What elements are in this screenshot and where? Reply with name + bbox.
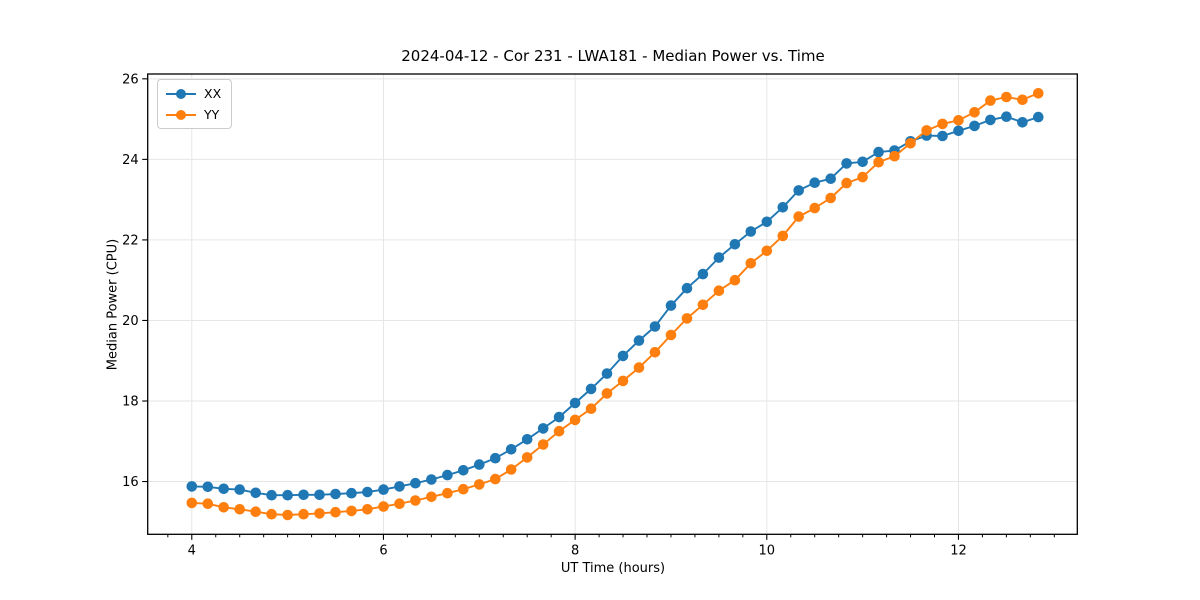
series-xx-sample-icon [166, 88, 196, 99]
svg-text:20: 20 [122, 314, 139, 329]
legend: XX YY [157, 79, 233, 129]
x-axis-label: UT Time (hours) [560, 561, 666, 576]
x-axis-minor-ticks [167, 534, 1055, 538]
plot-spines [147, 73, 1078, 535]
gridlines [147, 74, 1078, 535]
x-axis-ticks: 4 6 8 10 12 [188, 534, 967, 558]
y-axis-ticks: 16 18 20 22 24 26 [122, 72, 148, 490]
series-xx [186, 111, 1044, 501]
svg-text:26: 26 [122, 72, 139, 87]
svg-text:8: 8 [571, 543, 579, 558]
legend-item-yy: YY [166, 106, 221, 123]
legend-item-xx: XX [166, 85, 221, 102]
series-yy-sample-icon [166, 109, 196, 120]
chart-title: 2024-04-12 - Cor 231 - LWA181 - Median P… [401, 47, 825, 65]
svg-text:4: 4 [188, 543, 196, 558]
svg-text:6: 6 [379, 543, 387, 558]
legend-label-xx: XX [204, 86, 222, 101]
legend-label-yy: YY [204, 107, 220, 122]
series-yy [186, 88, 1044, 521]
svg-text:12: 12 [950, 543, 967, 558]
svg-text:24: 24 [122, 153, 139, 168]
svg-text:22: 22 [122, 233, 139, 248]
svg-text:10: 10 [759, 543, 776, 558]
svg-text:18: 18 [122, 395, 139, 410]
svg-text:16: 16 [122, 475, 139, 490]
